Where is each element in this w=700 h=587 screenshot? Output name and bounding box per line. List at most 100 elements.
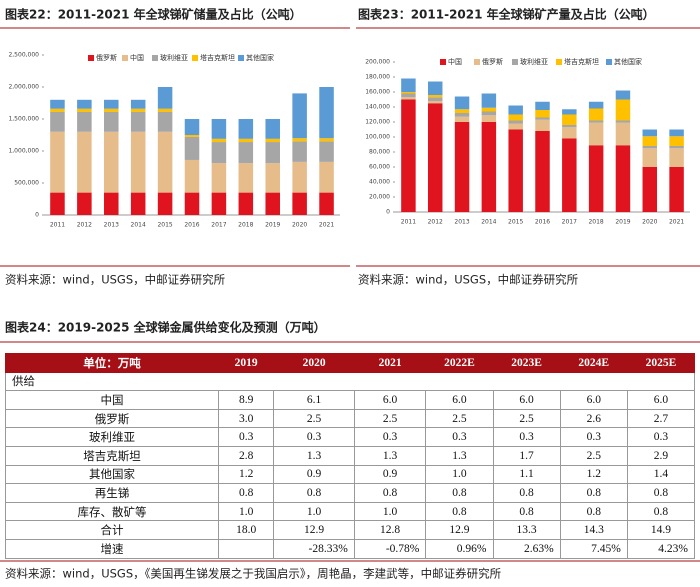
bar-segment	[77, 108, 92, 112]
bar-segment	[184, 136, 200, 160]
bar-segment	[401, 97, 416, 100]
y-tick-label: 0	[386, 209, 390, 216]
legend-label: 俄罗斯	[482, 57, 503, 66]
bar-segment	[130, 111, 146, 132]
bar-segment	[401, 99, 416, 212]
legend-label: 其他国家	[246, 53, 274, 62]
table-cell	[217, 538, 275, 559]
legend-swatch	[152, 55, 158, 61]
table-cell: 2.8	[217, 445, 275, 466]
bar-segment	[481, 93, 497, 108]
bar-segment	[427, 95, 443, 98]
row-label: 其他国家	[5, 464, 219, 485]
bar-segment	[508, 105, 523, 115]
table-cell: 6.0	[425, 390, 494, 410]
bar-segment	[184, 135, 200, 137]
header-cell: 2019	[217, 353, 275, 373]
x-tick-label: 2014	[481, 219, 496, 226]
bar-segment	[50, 99, 65, 109]
bar-segment	[77, 99, 92, 109]
table-cell: 7.45%	[559, 538, 628, 559]
table-cell: 6.0	[492, 390, 561, 410]
bar-segment	[211, 142, 227, 164]
bar-segment	[104, 131, 119, 193]
bar-segment	[454, 113, 470, 117]
bar-segment	[50, 192, 65, 215]
section-label: 供给	[5, 371, 219, 392]
bar-segment	[642, 136, 658, 146]
legend-label: 玻利维亚	[520, 57, 548, 66]
table-cell: 8.9	[217, 390, 275, 410]
header-row: 单位：万吨 2019 2020 2021 2022E 2023E 2024E 2025E	[5, 353, 696, 373]
table-cell: 12.8	[353, 520, 427, 540]
x-tick-label: 2015	[508, 219, 523, 226]
bar-segment	[615, 120, 631, 123]
x-tick-label: 2020	[642, 219, 657, 226]
x-tick-label: 2017	[211, 222, 226, 229]
bar-segment	[401, 93, 416, 98]
table-cell: 2.7	[626, 408, 696, 429]
bar-segment	[642, 146, 658, 149]
y-tick-label: 2,500,000	[8, 52, 39, 59]
bar-segment	[615, 99, 631, 121]
bar-segment	[50, 108, 65, 112]
legend-swatch	[474, 59, 480, 65]
bar-segment	[265, 142, 280, 164]
table-row: 合计 18.0 12.9 12.8 12.9 13.3 14.3 14.9	[5, 520, 696, 540]
x-tick-label: 2021	[319, 222, 334, 229]
bar-segment	[642, 148, 658, 167]
bar-segment	[104, 192, 119, 215]
table-cell: 1.4	[626, 464, 696, 485]
x-tick-label: 2014	[131, 222, 146, 229]
source: 资料来源：wind，USGS，中邮证券研究所	[358, 273, 579, 287]
table-cell: 0.8	[559, 501, 628, 522]
header-cell: 2023E	[492, 353, 561, 373]
table-cell: 0.8	[626, 501, 696, 522]
bar-segment	[319, 87, 334, 139]
table-cell: 0.8	[353, 483, 427, 503]
source: 资料来源：wind，USGS，中邮证券研究所	[5, 273, 226, 287]
bar-segment	[669, 136, 684, 146]
legend-swatch	[512, 59, 518, 65]
y-tick-label: 100,000	[365, 134, 390, 141]
bar-segment	[508, 114, 523, 121]
row-label: 库存、散矿等	[5, 501, 219, 522]
table-cell: 3.0	[217, 408, 275, 429]
legend-label: 中国	[130, 53, 144, 62]
bar-segment	[104, 99, 119, 109]
table-cell: 0.3	[217, 427, 275, 447]
y-tick-label: 140,000	[365, 104, 390, 111]
header-cell: 2025E	[626, 353, 696, 373]
table-row: 玻利维亚 0.3 0.3 0.3 0.3 0.3 0.3 0.3	[5, 427, 696, 447]
bar-segment	[184, 159, 200, 193]
table-cell: 0.96%	[425, 538, 494, 559]
table-cell: 1.3	[273, 445, 355, 466]
header-cell: 2021	[353, 353, 427, 373]
bar-segment	[50, 131, 65, 193]
table-row: 库存、散矿等 1.0 1.0 1.0 0.8 0.8 0.8 0.8	[5, 501, 696, 522]
x-tick-label: 2012	[428, 219, 443, 226]
table-cell: 1.0	[353, 501, 427, 522]
bar-segment	[211, 138, 227, 143]
bar-segment	[562, 138, 577, 212]
x-tick-label: 2011	[50, 222, 65, 229]
row-label: 玻利维亚	[5, 427, 219, 447]
y-tick-label: 200,000	[365, 59, 390, 66]
table-cell: 0.3	[559, 427, 628, 447]
table-cell: 13.3	[492, 520, 561, 540]
bar-segment	[454, 116, 470, 122]
x-tick-label: 2018	[588, 219, 603, 226]
bar-segment	[481, 122, 497, 212]
bar-segment	[588, 101, 604, 109]
section-row: 供给	[5, 371, 695, 392]
bar-segment	[427, 81, 443, 95]
bar-segment	[481, 115, 497, 122]
bar-segment	[669, 129, 684, 137]
legend-label: 俄罗斯	[96, 53, 117, 62]
bar-segment	[319, 138, 334, 142]
table-cell: 6.1	[273, 390, 355, 410]
table-cell: -28.33%	[273, 538, 355, 559]
table-cell: 2.63%	[492, 538, 561, 559]
bar-segment	[238, 119, 254, 139]
table-cell: 12.9	[273, 520, 355, 540]
